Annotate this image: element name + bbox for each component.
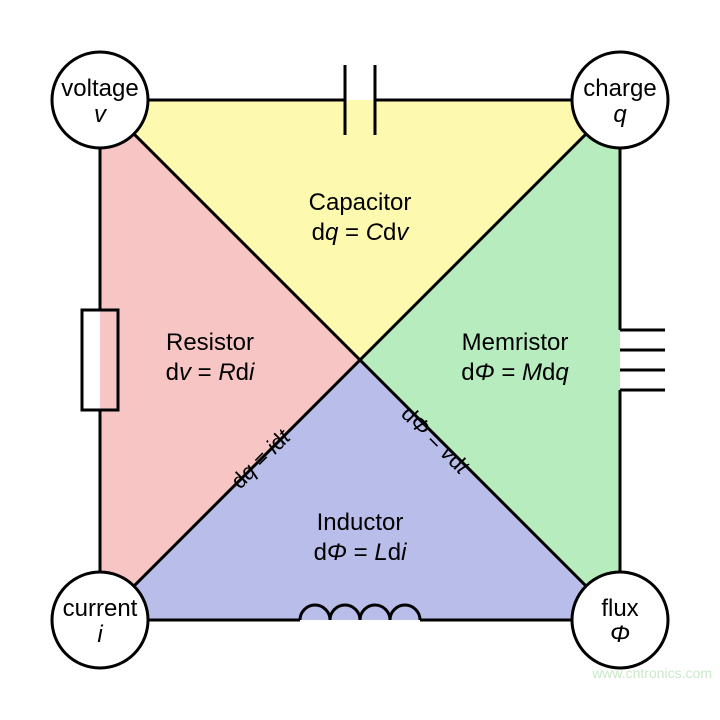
region-left-eq: dv = Rdi — [166, 359, 255, 386]
svg-text:flux: flux — [601, 595, 638, 622]
node-charge: charge q — [572, 52, 668, 148]
svg-text:Φ: Φ — [610, 621, 630, 648]
svg-text:voltage: voltage — [61, 75, 138, 102]
memristor-square-diagram: Capacitor dq = Cdv Memristor dΦ = Mdq In… — [0, 0, 720, 720]
svg-text:charge: charge — [583, 75, 656, 102]
region-bottom-name: Inductor — [317, 509, 404, 536]
svg-text:i: i — [97, 621, 103, 648]
edge-right — [620, 100, 665, 620]
watermark: www.cntronics.com — [591, 665, 712, 681]
region-right-name: Memristor — [462, 329, 569, 356]
svg-text:v: v — [94, 101, 108, 128]
svg-text:current: current — [63, 595, 138, 622]
region-top-name: Capacitor — [309, 189, 412, 216]
node-flux: flux Φ — [572, 572, 668, 668]
region-top-eq: dq = Cdv — [312, 219, 411, 246]
node-current: current i — [52, 572, 148, 668]
region-bottom-eq: dΦ = Ldi — [314, 539, 408, 566]
region-right-eq: dΦ = Mdq — [461, 359, 569, 386]
node-voltage: voltage v — [52, 52, 148, 148]
region-left-name: Resistor — [166, 329, 254, 356]
svg-text:q: q — [613, 101, 627, 128]
